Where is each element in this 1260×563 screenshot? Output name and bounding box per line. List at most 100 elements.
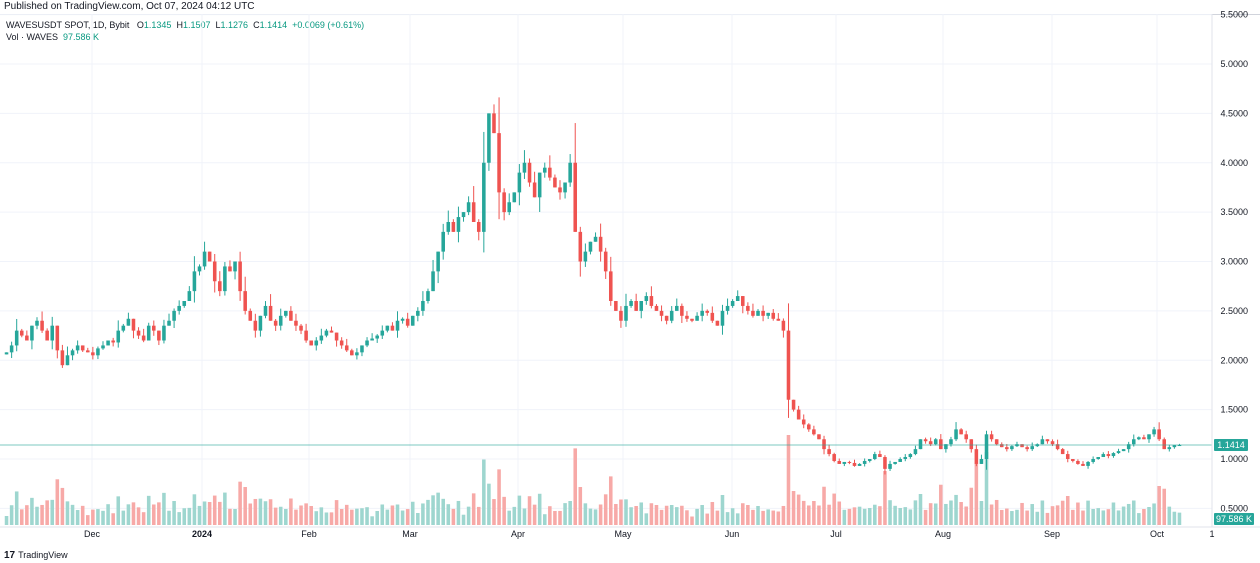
volume-bar	[334, 500, 339, 525]
candle-body	[873, 454, 877, 459]
candle-body	[705, 310, 710, 313]
volume-bar	[497, 469, 501, 525]
candle-body	[55, 325, 60, 351]
candle-body	[746, 305, 750, 311]
volume-bar	[862, 508, 867, 525]
volume-bar	[812, 501, 816, 525]
volume-bar	[994, 499, 999, 525]
tradingview-logo[interactable]: 17 TradingView	[4, 550, 68, 561]
candle-body	[390, 325, 395, 331]
volume-bar	[294, 509, 298, 525]
candle-body	[893, 461, 897, 464]
candle-body	[812, 429, 816, 435]
price-axis[interactable]: 5.5000 5.0000 4.5000 4.0000 3.5000 3.0000 2.50…	[1220, 10, 1248, 514]
candle-body	[959, 429, 963, 435]
volume-bar	[710, 502, 715, 525]
volume-bar	[664, 505, 669, 525]
volume-bar	[1035, 511, 1040, 525]
candle-body	[212, 261, 217, 282]
candle-body	[177, 305, 181, 311]
volume-bar	[883, 471, 887, 525]
candle-body	[761, 310, 765, 316]
volume-bar	[669, 505, 674, 525]
symbol-label[interactable]: WAVESUSDT SPOT, 1D, Bybit	[6, 20, 130, 30]
candle-body	[563, 182, 567, 193]
volume-bar	[167, 510, 171, 525]
candle-body	[96, 348, 100, 356]
candle-body	[273, 320, 278, 326]
volume-bar	[761, 510, 765, 525]
volume-bar	[207, 502, 212, 525]
volume-bar	[842, 509, 847, 525]
candle-body	[136, 330, 141, 336]
volume-bar	[695, 508, 699, 525]
candle-body	[1101, 454, 1106, 458]
volume-label[interactable]: Vol · WAVES	[6, 32, 59, 42]
volume-bar	[888, 500, 892, 525]
volume-bar	[969, 487, 974, 525]
volume-bar	[131, 502, 136, 525]
volume-bar	[690, 516, 694, 525]
volume-bar	[989, 504, 994, 525]
candle-body	[324, 330, 329, 336]
candle-body	[654, 305, 659, 311]
volume-bar	[1147, 507, 1151, 525]
volume-bar	[162, 492, 166, 525]
price-tick-label: 5.0000	[1220, 59, 1248, 69]
volume-bar	[86, 515, 90, 525]
candle-body	[695, 315, 699, 321]
candle-body	[314, 340, 319, 346]
volume-bar	[436, 492, 440, 525]
volume-bar	[984, 452, 989, 525]
volume-bar	[172, 501, 176, 525]
candle-body	[4, 352, 9, 355]
candle-body	[1086, 461, 1090, 466]
candle-body	[857, 463, 862, 466]
volume-bar	[923, 509, 928, 525]
candle-body	[1025, 447, 1029, 450]
last-volume-badge: 97.586 K	[1214, 513, 1254, 525]
change-value: +0.0069 (+0.61%)	[292, 20, 365, 30]
last-price-badge-text: 1.1414	[1217, 440, 1245, 450]
candle-body	[405, 318, 410, 326]
volume-bar	[157, 502, 161, 525]
volume-bar	[578, 487, 583, 525]
candle-body	[629, 301, 633, 306]
candle-body	[40, 320, 44, 331]
candle-body	[608, 271, 613, 301]
volume-bar	[553, 511, 557, 525]
price-tick-label: 2.0000	[1220, 355, 1248, 365]
volume-bar	[979, 501, 984, 525]
open-value: 1.1345	[143, 20, 172, 30]
candle-body	[791, 399, 796, 410]
volume-bar	[309, 506, 313, 525]
volume-bar	[1040, 500, 1045, 525]
candle-body	[400, 318, 405, 321]
candle-body	[19, 330, 24, 336]
volume-bar	[1162, 488, 1167, 525]
volume-bar	[390, 505, 395, 525]
candle-body	[1147, 434, 1151, 440]
candle-body	[969, 439, 974, 450]
volume-bar	[370, 516, 374, 525]
candle-body	[233, 261, 237, 272]
candle-body	[355, 352, 359, 356]
volume-bar	[96, 509, 100, 525]
volume-bar	[426, 499, 430, 525]
volume-bar	[258, 498, 263, 525]
candle-body	[553, 177, 557, 188]
candle-body	[918, 439, 923, 450]
candle-body	[898, 459, 902, 462]
time-axis[interactable]: Dec 2024 Feb Mar Apr May Jun Jul Aug Sep Oct 1	[84, 529, 1215, 539]
time-tick-label: Apr	[511, 529, 525, 539]
volume-bar	[558, 510, 562, 525]
volume-bar	[60, 487, 65, 525]
candle-body	[45, 330, 49, 341]
volume-bar	[705, 513, 710, 525]
candle-body	[466, 202, 471, 213]
volume-bar	[1076, 502, 1080, 525]
volume-bar	[344, 504, 349, 525]
candle-body	[1116, 451, 1121, 454]
volume-bar	[177, 512, 181, 525]
